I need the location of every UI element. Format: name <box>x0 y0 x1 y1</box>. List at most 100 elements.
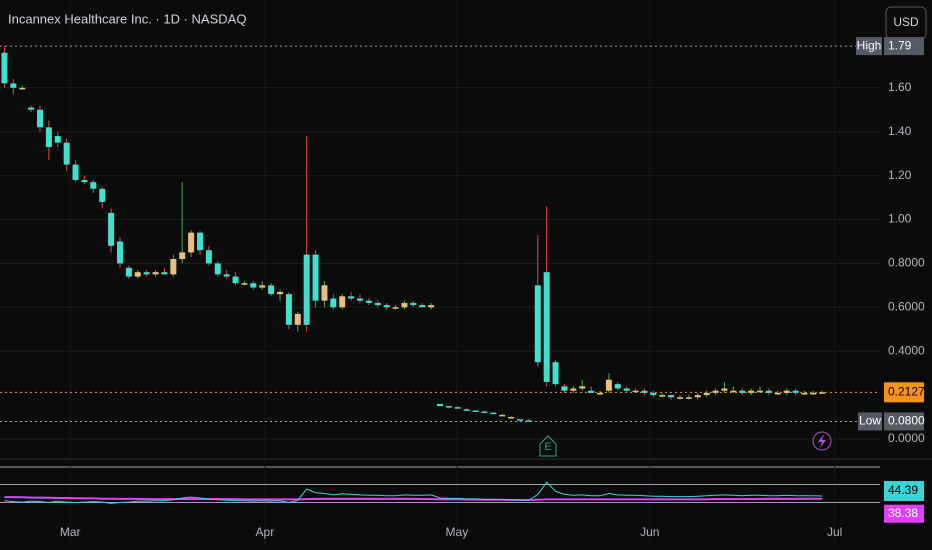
candle-body <box>188 232 195 253</box>
candle-body <box>792 390 799 393</box>
candle-body <box>445 406 452 408</box>
candle-body <box>525 420 532 422</box>
candle-body <box>357 298 363 301</box>
candle-body <box>783 390 790 393</box>
x-tick-label: Apr <box>256 525 275 539</box>
last-price-box <box>884 382 924 403</box>
candle-body <box>659 395 666 397</box>
candle-body <box>392 307 399 309</box>
candle-body <box>197 232 203 251</box>
candle-body <box>605 379 612 391</box>
candle-body <box>490 412 497 415</box>
candle-body <box>312 254 319 301</box>
candle-body <box>348 296 355 299</box>
x-tick-label: Jun <box>640 525 659 539</box>
high-value: 1.79 <box>888 38 912 52</box>
rsi-ma-value: 38.38 <box>888 506 918 520</box>
candle-body <box>721 388 728 391</box>
candle-body <box>712 390 719 393</box>
candle-body <box>99 188 106 202</box>
chart-title: Incannex Healthcare Inc. · 1D · NASDAQ <box>8 11 246 26</box>
candle-body <box>668 395 675 398</box>
candle-body <box>108 212 115 246</box>
candle-body <box>125 267 132 277</box>
candle-body <box>339 296 346 308</box>
candle-body <box>259 285 266 288</box>
high-name: High <box>857 38 882 52</box>
y-tick-label: 0.6000 <box>888 299 925 313</box>
rsi-ma-line <box>4 496 823 501</box>
candle-body <box>10 83 17 88</box>
candle-body <box>765 390 772 393</box>
candle-body <box>472 410 479 412</box>
last-price: 0.2127 <box>888 384 925 398</box>
candle-body <box>739 390 746 393</box>
candle-body <box>570 388 577 391</box>
candle-body <box>277 291 283 295</box>
candle-body <box>28 107 35 110</box>
candle-body <box>81 179 88 183</box>
candle-body <box>401 302 408 308</box>
candle-body <box>117 241 123 264</box>
candle-body <box>757 390 763 393</box>
candle-body <box>232 276 239 284</box>
candle-body <box>543 272 550 382</box>
candle-body <box>90 182 97 189</box>
candle-body <box>143 272 150 275</box>
candle-body <box>170 259 177 275</box>
currency-button-label[interactable]: USD <box>893 15 919 29</box>
y-tick-label: 1.00 <box>888 212 912 226</box>
high-name-box <box>856 37 882 56</box>
candle-body <box>641 390 648 393</box>
candle-body <box>214 263 221 275</box>
candle-body <box>623 388 630 391</box>
candle-body <box>437 403 443 407</box>
candle-body <box>508 417 515 419</box>
rsi-value: 44.39 <box>888 483 918 497</box>
candle-body <box>152 272 159 275</box>
candle-body <box>534 285 541 363</box>
candle-body <box>774 392 781 395</box>
candle-body <box>410 302 417 306</box>
candle-body <box>597 392 603 395</box>
candle-body <box>463 409 470 411</box>
candle-body <box>614 384 621 389</box>
candle-body <box>45 127 52 148</box>
candle-body <box>383 305 390 308</box>
candle-body <box>499 414 506 417</box>
candle-body <box>37 109 43 128</box>
rsi-value-box <box>884 481 924 502</box>
candle-body <box>419 305 426 308</box>
candle-body <box>72 164 79 180</box>
y-tick-label: 0.8000 <box>888 256 925 270</box>
candle-body <box>321 285 328 301</box>
candle-body <box>365 300 372 303</box>
candle-body <box>632 390 639 393</box>
low-value: 0.0800 <box>888 414 925 428</box>
x-tick-label: Jul <box>827 525 842 539</box>
candle-body <box>1 52 8 84</box>
candle-body <box>579 386 586 389</box>
y-tick-label: 1.60 <box>888 80 912 94</box>
rsi-line <box>4 481 823 504</box>
candle-body <box>179 252 186 260</box>
candle-body <box>588 390 595 393</box>
candle-body <box>685 397 692 399</box>
y-tick-label: 1.40 <box>888 124 912 138</box>
candle-body <box>294 313 301 325</box>
rsi-ma-box <box>884 504 924 523</box>
candle-body <box>517 419 523 421</box>
high-value-box <box>884 37 924 56</box>
candle-body <box>552 362 559 385</box>
candle-body <box>703 392 710 396</box>
candle-body <box>454 407 461 409</box>
candle-body <box>677 397 683 399</box>
candle-body <box>19 87 26 90</box>
candle-body <box>650 392 657 396</box>
candle-body <box>285 294 292 325</box>
earnings-marker <box>539 435 557 457</box>
y-tick-label: 1.20 <box>888 168 912 182</box>
candle-body <box>819 392 826 394</box>
